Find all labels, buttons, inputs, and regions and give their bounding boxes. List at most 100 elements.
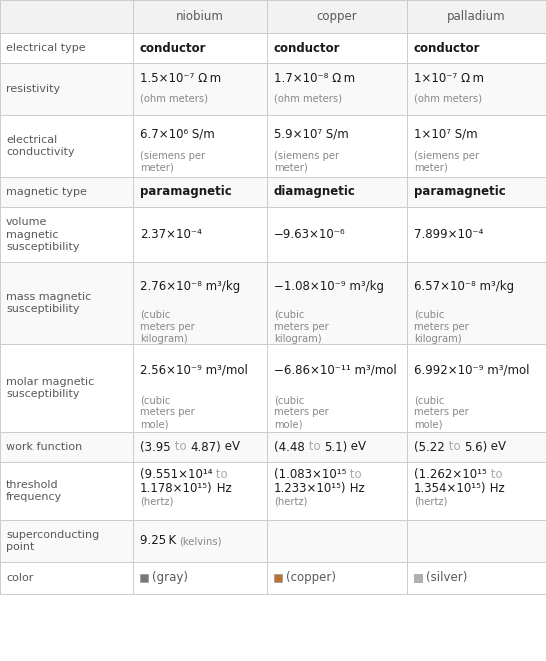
Text: (cubic
meters per
mole): (cubic meters per mole) <box>140 395 195 429</box>
Bar <box>133 0 267 33</box>
Text: (cubic
meters per
kilogram): (cubic meters per kilogram) <box>140 309 195 344</box>
Bar <box>0 432 133 462</box>
Bar <box>267 520 407 562</box>
Text: molar magnetic
susceptibility: molar magnetic susceptibility <box>6 377 94 399</box>
Bar <box>407 0 546 33</box>
Text: 6.7×10⁶ S/m: 6.7×10⁶ S/m <box>140 127 215 140</box>
Text: to: to <box>170 440 190 453</box>
Text: to: to <box>346 468 362 481</box>
Bar <box>407 432 546 462</box>
Text: niobium: niobium <box>176 10 224 23</box>
Text: conductor: conductor <box>414 42 480 54</box>
Text: (1.083×10¹⁵: (1.083×10¹⁵ <box>274 468 346 481</box>
Text: (silver): (silver) <box>426 572 467 584</box>
Bar <box>133 177 267 207</box>
Bar <box>407 63 546 115</box>
Bar <box>407 562 546 594</box>
Text: (siemens per
meter): (siemens per meter) <box>414 151 479 173</box>
Bar <box>133 432 267 462</box>
Text: (gray): (gray) <box>152 572 188 584</box>
Text: (ohm meters): (ohm meters) <box>140 93 208 103</box>
Text: 5.9×10⁷ S/m: 5.9×10⁷ S/m <box>274 127 349 140</box>
Text: 4.87): 4.87) <box>190 440 221 453</box>
Text: 1×10⁻⁷ Ω m: 1×10⁻⁷ Ω m <box>414 72 484 85</box>
Text: −9.63×10⁻⁶: −9.63×10⁻⁶ <box>274 228 346 241</box>
Bar <box>267 177 407 207</box>
Text: (hertz): (hertz) <box>274 496 307 506</box>
Bar <box>407 115 546 177</box>
Bar <box>407 33 546 63</box>
Bar <box>133 344 267 432</box>
Text: (kelvins): (kelvins) <box>179 536 222 546</box>
Text: (cubic
meters per
kilogram): (cubic meters per kilogram) <box>414 309 469 344</box>
Text: Hz: Hz <box>486 482 505 494</box>
Text: 9.25 K: 9.25 K <box>140 535 176 547</box>
Bar <box>407 520 546 562</box>
Text: paramagnetic: paramagnetic <box>414 186 506 198</box>
Text: superconducting
point: superconducting point <box>6 530 99 552</box>
Text: 1×10⁷ S/m: 1×10⁷ S/m <box>414 127 478 140</box>
Bar <box>133 33 267 63</box>
Text: (cubic
meters per
mole): (cubic meters per mole) <box>414 395 469 429</box>
Text: 1.7×10⁻⁸ Ω m: 1.7×10⁻⁸ Ω m <box>274 72 355 85</box>
Bar <box>414 574 422 582</box>
Text: (siemens per
meter): (siemens per meter) <box>140 151 205 173</box>
Bar <box>267 262 407 344</box>
Text: to: to <box>305 440 324 453</box>
Text: (1.262×10¹⁵: (1.262×10¹⁵ <box>414 468 486 481</box>
Text: work function: work function <box>6 442 82 452</box>
Bar <box>267 33 407 63</box>
Bar <box>407 344 546 432</box>
Text: 5.6): 5.6) <box>464 440 488 453</box>
Text: conductor: conductor <box>140 42 206 54</box>
Text: volume
magnetic
susceptibility: volume magnetic susceptibility <box>6 217 80 252</box>
Text: to: to <box>212 468 228 481</box>
Bar <box>0 0 133 33</box>
Bar <box>0 207 133 262</box>
Text: 2.56×10⁻⁹ m³/mol: 2.56×10⁻⁹ m³/mol <box>140 364 248 377</box>
Text: eV: eV <box>221 440 240 453</box>
Text: 1.354×10¹⁵): 1.354×10¹⁵) <box>414 482 486 494</box>
Text: electrical type: electrical type <box>6 43 86 53</box>
Bar <box>0 520 133 562</box>
Bar <box>140 574 148 582</box>
Text: (cubic
meters per
mole): (cubic meters per mole) <box>274 395 329 429</box>
Text: −1.08×10⁻⁹ m³/kg: −1.08×10⁻⁹ m³/kg <box>274 280 384 293</box>
Bar <box>407 262 546 344</box>
Bar <box>133 63 267 115</box>
Bar <box>267 432 407 462</box>
Text: threshold
frequency: threshold frequency <box>6 480 62 502</box>
Text: (4.48: (4.48 <box>274 440 305 453</box>
Bar <box>133 262 267 344</box>
Text: Hz: Hz <box>212 482 232 494</box>
Text: to: to <box>445 440 464 453</box>
Bar <box>133 115 267 177</box>
Bar <box>407 207 546 262</box>
Bar <box>133 462 267 520</box>
Text: copper: copper <box>317 10 358 23</box>
Text: 1.178×10¹⁵): 1.178×10¹⁵) <box>140 482 212 494</box>
Text: 7.899×10⁻⁴: 7.899×10⁻⁴ <box>414 228 483 241</box>
Text: resistivity: resistivity <box>6 84 60 94</box>
Text: conductor: conductor <box>274 42 341 54</box>
Text: 2.37×10⁻⁴: 2.37×10⁻⁴ <box>140 228 202 241</box>
Text: (hertz): (hertz) <box>140 496 174 506</box>
Bar <box>133 562 267 594</box>
Text: magnetic type: magnetic type <box>6 187 87 197</box>
Bar <box>0 177 133 207</box>
Text: 5.1): 5.1) <box>324 440 347 453</box>
Text: 2.76×10⁻⁸ m³/kg: 2.76×10⁻⁸ m³/kg <box>140 280 240 293</box>
Text: palladium: palladium <box>447 10 506 23</box>
Bar <box>0 63 133 115</box>
Text: diamagnetic: diamagnetic <box>274 186 356 198</box>
Text: (9.551×10¹⁴: (9.551×10¹⁴ <box>140 468 212 481</box>
Bar <box>133 520 267 562</box>
Bar <box>0 344 133 432</box>
Text: (5.22: (5.22 <box>414 440 445 453</box>
Text: 1.5×10⁻⁷ Ω m: 1.5×10⁻⁷ Ω m <box>140 72 221 85</box>
Bar <box>267 562 407 594</box>
Text: mass magnetic
susceptibility: mass magnetic susceptibility <box>6 292 91 314</box>
Text: electrical
conductivity: electrical conductivity <box>6 135 75 157</box>
Bar <box>267 0 407 33</box>
Text: (cubic
meters per
kilogram): (cubic meters per kilogram) <box>274 309 329 344</box>
